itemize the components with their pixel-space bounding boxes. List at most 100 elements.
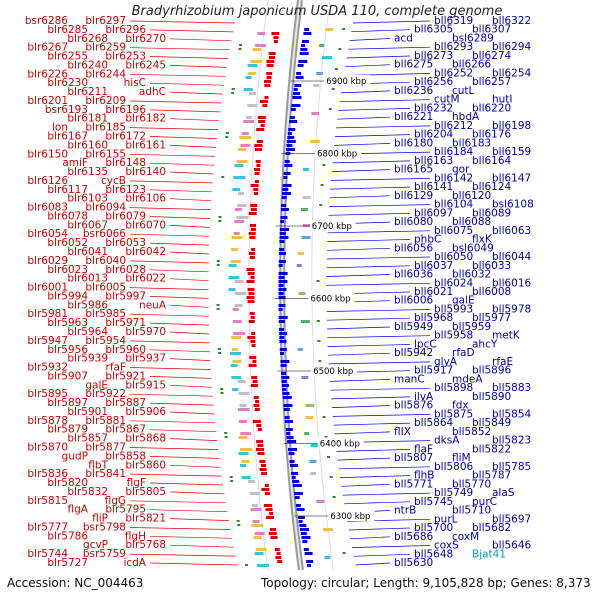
kbp-marker-bg bbox=[309, 220, 356, 231]
gene-label: blr6182 bbox=[125, 113, 166, 125]
plus-strand-feature bbox=[292, 484, 302, 487]
left-label-leader bbox=[129, 127, 218, 130]
gene-label: lon bbox=[52, 122, 68, 134]
trna-marker bbox=[327, 456, 330, 458]
plus-strand-feature bbox=[289, 460, 295, 463]
right-label-leader bbox=[350, 536, 391, 540]
left-label-leader bbox=[169, 278, 209, 282]
gene-label: blr5963 bbox=[47, 317, 88, 329]
minus-strand-feature bbox=[246, 268, 255, 271]
gene-label: bll6080 bbox=[394, 216, 433, 228]
gene-class-feature bbox=[232, 320, 242, 323]
gene-class-feature bbox=[232, 388, 239, 391]
gene-class-feature bbox=[230, 364, 238, 367]
right-label-leader bbox=[355, 562, 391, 566]
gene-label: blr5947 bbox=[27, 335, 68, 347]
minus-strand-feature bbox=[264, 84, 271, 87]
plus-strand-feature bbox=[283, 404, 293, 407]
gene-class-feature bbox=[251, 504, 258, 507]
gene-label: bll5854 bbox=[492, 408, 532, 420]
minus-strand-feature bbox=[250, 316, 255, 319]
left-label-leader bbox=[169, 198, 212, 202]
minus-strand-feature bbox=[266, 60, 275, 63]
minus-strand-feature bbox=[261, 472, 268, 475]
plus-strand-feature bbox=[286, 140, 296, 143]
gene-label: galE bbox=[85, 379, 108, 391]
minus-strand-feature bbox=[253, 396, 259, 399]
right-label-leader bbox=[336, 449, 411, 452]
minus-strand-feature bbox=[263, 504, 272, 507]
gene-label: blr6040 bbox=[85, 255, 126, 267]
minus-strand-feature bbox=[269, 56, 275, 59]
gene-class-feature bbox=[241, 132, 249, 135]
gene-label: blr5860 bbox=[125, 459, 166, 471]
gene-class-feature bbox=[252, 48, 262, 51]
gene-label: bll6036 bbox=[394, 269, 434, 281]
gene-label: bll5993 bbox=[434, 304, 473, 316]
minus-strand-feature bbox=[258, 120, 266, 123]
gene-class-feature bbox=[250, 508, 262, 511]
gene-label: blr6226 bbox=[27, 68, 68, 80]
gene-label: bll6056 bbox=[394, 242, 434, 254]
gene-label: blr6052 bbox=[47, 237, 88, 249]
gene-class-feature bbox=[316, 72, 324, 75]
plus-strand-feature bbox=[284, 420, 293, 423]
right-label-leader bbox=[326, 317, 411, 321]
left-label-leader bbox=[129, 153, 216, 157]
gene-label: bll5749 bbox=[434, 487, 473, 499]
minus-strand-feature bbox=[251, 248, 256, 251]
gene-label: gcvP bbox=[83, 539, 108, 551]
minus-strand-feature bbox=[264, 484, 269, 487]
plus-strand-feature bbox=[278, 280, 288, 283]
gene-label: bll5745 bbox=[414, 496, 453, 508]
plus-strand-feature bbox=[294, 84, 302, 87]
gene-label: blr6094 bbox=[85, 202, 126, 214]
gene-label: bll6044 bbox=[492, 251, 532, 263]
plus-strand-feature bbox=[299, 52, 309, 55]
gene-label: blr5768 bbox=[125, 539, 166, 551]
gene-label: bll6104 bbox=[434, 199, 474, 211]
gene-label: bll6254 bbox=[492, 68, 532, 80]
left-label-leader bbox=[169, 304, 209, 308]
right-label-leader bbox=[339, 475, 411, 478]
minus-strand-feature bbox=[264, 80, 271, 83]
plus-strand-feature bbox=[278, 320, 285, 323]
gene-label: blr6123 bbox=[105, 184, 146, 196]
gene-label: bll5876 bbox=[394, 400, 434, 412]
gene-label: fliP bbox=[92, 513, 108, 525]
gene-label: blr6245 bbox=[125, 59, 166, 71]
gene-label: hbdA bbox=[452, 111, 480, 123]
gene-label: blr5870 bbox=[27, 442, 68, 454]
gene-label: blr6259 bbox=[85, 42, 126, 54]
right-label-leader bbox=[326, 309, 431, 312]
gene-label: bll5978 bbox=[492, 304, 531, 316]
left-label-leader bbox=[169, 358, 211, 361]
trna-marker bbox=[319, 204, 323, 206]
gene-label: blr5970 bbox=[125, 326, 166, 338]
gene-label: blr5986 bbox=[67, 299, 108, 311]
plus-strand-feature bbox=[280, 360, 290, 363]
minus-strand-feature bbox=[266, 72, 273, 75]
gene-label: flxK bbox=[472, 234, 493, 246]
gene-class-feature bbox=[254, 532, 265, 535]
gene-label: rfaE bbox=[492, 356, 513, 368]
minus-strand-feature bbox=[249, 256, 255, 259]
trna-marker bbox=[224, 432, 228, 434]
plus-strand-feature bbox=[292, 480, 300, 483]
gene-label: purC bbox=[472, 496, 497, 508]
plus-strand-feature bbox=[298, 520, 303, 523]
plus-strand-feature bbox=[278, 296, 286, 299]
gene-class-feature bbox=[322, 56, 332, 59]
gene-label: bll5806 bbox=[434, 461, 474, 473]
gene-class-feature bbox=[238, 420, 247, 423]
gene-class-feature bbox=[232, 188, 241, 191]
trna-marker bbox=[231, 88, 235, 90]
plus-strand-feature bbox=[282, 188, 289, 191]
left-label-leader bbox=[149, 82, 225, 86]
left-label-leader bbox=[129, 100, 222, 104]
kbp-marker-bg bbox=[324, 75, 371, 86]
left-label-leader bbox=[149, 269, 209, 273]
gene-label: blr6181 bbox=[67, 113, 108, 125]
gene-class-feature bbox=[240, 448, 252, 451]
